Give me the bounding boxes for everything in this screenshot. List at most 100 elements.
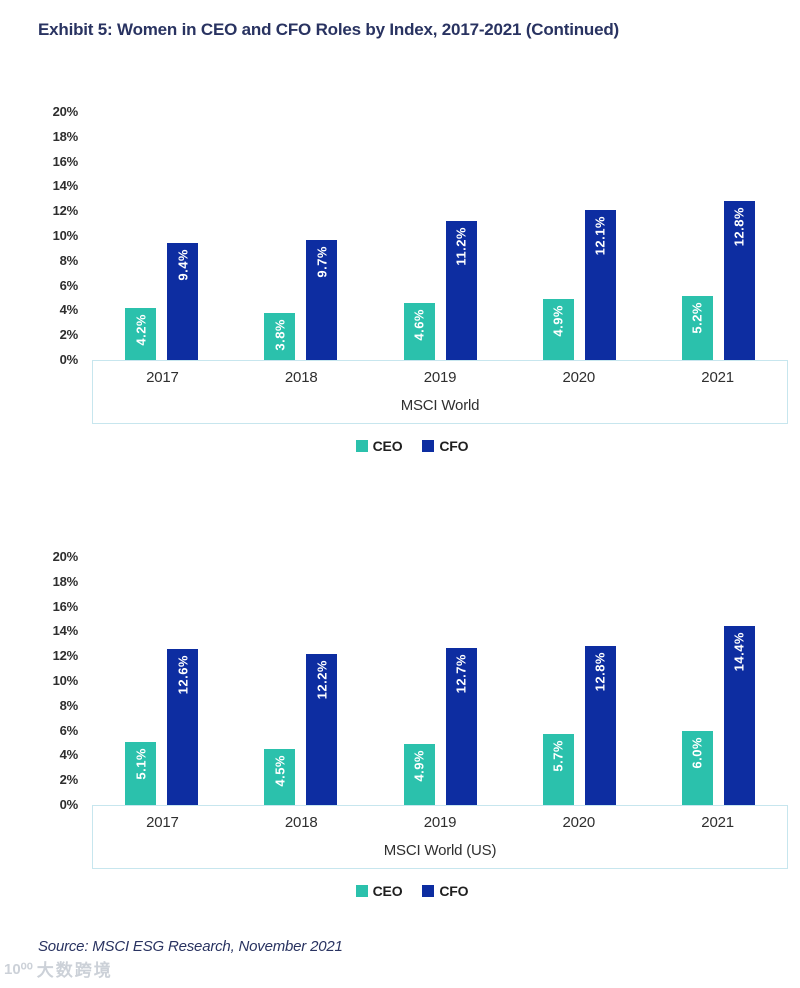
chart-msci-world: 20% 18% 16% 14% 12% 10% 8% 6% 4% 2% 0% 4.2% 9.4% 3.8… bbox=[36, 104, 788, 454]
bar-group-2018: 3.8% 9.7% bbox=[231, 112, 370, 360]
year-label-2018: 2018 bbox=[284, 368, 318, 386]
legend-swatch-ceo-icon bbox=[355, 885, 368, 897]
year-label-2018: 2018 bbox=[284, 813, 318, 831]
bar-value-label: 5.7% bbox=[550, 740, 566, 772]
legend-item-ceo: CEO bbox=[355, 438, 403, 454]
legend: CEO CFO bbox=[36, 438, 788, 454]
bar-cfo-2021: 12.8% bbox=[723, 201, 755, 360]
bar-value-label: 4.2% bbox=[133, 314, 149, 346]
bar-value-label: 4.5% bbox=[272, 755, 288, 787]
legend-label-ceo: CEO bbox=[372, 883, 403, 899]
chart-msci-world-us: 20% 18% 16% 14% 12% 10% 8% 6% 4% 2% 0% 5.1% 12.6% 4.… bbox=[36, 549, 788, 899]
year-label-2019: 2019 bbox=[423, 368, 457, 386]
plot-area: 5.1% 12.6% 4.5% 12.2% 4.9% 12.7% 5.7% 12.8% 6.0%… bbox=[92, 557, 788, 805]
bar-group-2019: 4.9% 12.7% bbox=[370, 557, 509, 805]
y-tick-label: 2% bbox=[59, 327, 79, 343]
bar-value-label: 12.8% bbox=[731, 207, 747, 247]
y-tick-label: 0% bbox=[59, 797, 79, 812]
bar-ceo-2018: 3.8% bbox=[264, 313, 296, 360]
year-label-2021: 2021 bbox=[701, 368, 734, 386]
y-tick-label: 18% bbox=[52, 573, 79, 589]
legend-item-ceo: CEO bbox=[355, 883, 403, 899]
bar-group-2020: 4.9% 12.1% bbox=[510, 112, 649, 360]
watermark-logo-icon: 10⁰⁰ bbox=[4, 960, 33, 978]
year-label-2017: 2017 bbox=[146, 368, 179, 386]
bar-cfo-2019: 11.2% bbox=[445, 221, 477, 360]
year-label-2021: 2021 bbox=[701, 813, 734, 831]
y-tick-label: 6% bbox=[59, 277, 79, 293]
axis-group-label: MSCI World bbox=[400, 397, 480, 414]
bar-value-label: 12.7% bbox=[453, 654, 469, 694]
axis-group-label: MSCI World (US) bbox=[383, 842, 497, 859]
bar-value-label: 4.6% bbox=[411, 309, 427, 341]
y-tick-label: 16% bbox=[52, 153, 79, 169]
bar-group-2021: 6.0% 14.4% bbox=[649, 557, 788, 805]
legend-swatch-cfo-icon bbox=[422, 885, 435, 897]
y-tick-label: 8% bbox=[59, 697, 79, 713]
year-label-2019: 2019 bbox=[423, 813, 457, 831]
x-axis-years: 2017 2018 2019 2020 2021 bbox=[93, 806, 787, 838]
bar-cfo-2018: 12.2% bbox=[306, 654, 338, 805]
y-tick-label: 18% bbox=[52, 128, 79, 144]
bar-value-label: 12.2% bbox=[314, 660, 330, 700]
y-tick-label: 10% bbox=[52, 673, 79, 688]
bar-value-label: 11.2% bbox=[453, 227, 469, 266]
y-tick-label: 20% bbox=[52, 549, 79, 564]
legend-swatch-ceo-icon bbox=[355, 440, 368, 452]
bar-group-2021: 5.2% 12.8% bbox=[649, 112, 788, 360]
watermark-text: 大数跨境 bbox=[36, 961, 113, 980]
bar-value-label: 9.4% bbox=[175, 249, 191, 281]
legend-swatch-cfo-icon bbox=[422, 440, 435, 452]
y-tick-label: 4% bbox=[59, 747, 79, 763]
bar-cfo-2019: 12.7% bbox=[445, 648, 477, 805]
legend-label-cfo: CFO bbox=[439, 883, 469, 899]
bar-ceo-2020: 4.9% bbox=[542, 299, 574, 360]
y-tick-label: 20% bbox=[52, 104, 79, 119]
y-tick-label: 14% bbox=[52, 623, 79, 639]
bar-ceo-2021: 6.0% bbox=[681, 731, 713, 805]
bar-cfo-2018: 9.7% bbox=[306, 240, 338, 360]
bar-value-label: 5.1% bbox=[133, 748, 149, 780]
bar-group-2019: 4.6% 11.2% bbox=[370, 112, 509, 360]
legend-item-cfo: CFO bbox=[422, 438, 469, 454]
x-axis-box: 2017 2018 2019 2020 2021 MSCI World bbox=[92, 360, 788, 424]
y-tick-label: 10% bbox=[52, 228, 79, 243]
bar-cfo-2020: 12.8% bbox=[584, 646, 616, 805]
bar-cfo-2020: 12.1% bbox=[584, 210, 616, 360]
bar-value-label: 12.8% bbox=[592, 652, 608, 692]
y-tick-label: 6% bbox=[59, 722, 79, 738]
bar-group-2017: 5.1% 12.6% bbox=[92, 557, 231, 805]
y-tick-label: 4% bbox=[59, 302, 79, 318]
bar-value-label: 9.7% bbox=[314, 246, 330, 278]
bar-value-label: 12.6% bbox=[175, 655, 191, 695]
bar-cfo-2017: 12.6% bbox=[167, 649, 199, 805]
bar-value-label: 6.0% bbox=[689, 737, 705, 769]
y-axis: 20% 18% 16% 14% 12% 10% 8% 6% 4% 2% 0% bbox=[36, 104, 92, 367]
bar-ceo-2019: 4.9% bbox=[403, 744, 435, 805]
bar-value-label: 12.1% bbox=[592, 216, 608, 256]
bar-ceo-2017: 4.2% bbox=[125, 308, 157, 360]
bar-ceo-2018: 4.5% bbox=[264, 749, 296, 805]
y-tick-label: 16% bbox=[52, 598, 79, 614]
year-label-2020: 2020 bbox=[562, 813, 596, 831]
legend-label-ceo: CEO bbox=[372, 438, 403, 454]
x-axis-years: 2017 2018 2019 2020 2021 bbox=[93, 361, 787, 393]
bar-value-label: 4.9% bbox=[411, 750, 427, 782]
watermark: 10⁰⁰ 大数跨境 bbox=[4, 956, 113, 981]
year-label-2017: 2017 bbox=[146, 813, 179, 831]
y-tick-label: 12% bbox=[52, 203, 79, 219]
legend-item-cfo: CFO bbox=[422, 883, 469, 899]
y-tick-label: 8% bbox=[59, 252, 79, 268]
legend-label-cfo: CFO bbox=[439, 438, 469, 454]
y-tick-label: 12% bbox=[52, 648, 79, 664]
y-axis: 20% 18% 16% 14% 12% 10% 8% 6% 4% 2% 0% bbox=[36, 549, 92, 812]
y-tick-label: 2% bbox=[59, 772, 79, 788]
year-label-2020: 2020 bbox=[562, 368, 596, 386]
bar-ceo-2017: 5.1% bbox=[125, 742, 157, 805]
bar-value-label: 5.2% bbox=[689, 302, 705, 334]
plot-area: 4.2% 9.4% 3.8% 9.7% 4.6% 11.2% 4.9% 12.1% 5.2% 12… bbox=[92, 112, 788, 360]
bar-value-label: 4.9% bbox=[550, 305, 566, 337]
exhibit-title: Exhibit 5: Women in CEO and CFO Roles by… bbox=[38, 20, 619, 39]
bar-group-2017: 4.2% 9.4% bbox=[92, 112, 231, 360]
bar-group-2018: 4.5% 12.2% bbox=[231, 557, 370, 805]
